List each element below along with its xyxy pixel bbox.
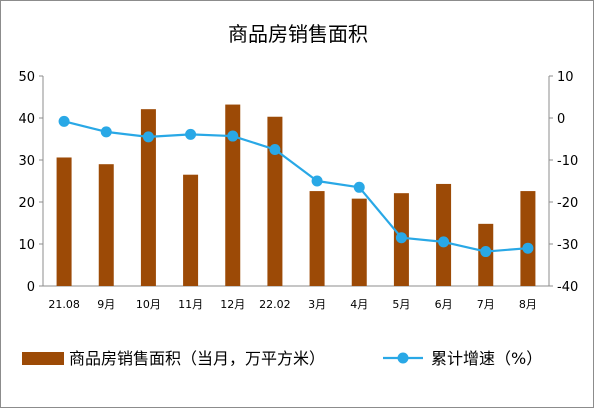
x-tick-label: 6月 xyxy=(435,298,453,311)
x-tick-label: 4月 xyxy=(350,298,368,311)
growth-point-11月 xyxy=(185,128,197,140)
legend-line-marker xyxy=(397,352,409,364)
growth-point-6月 xyxy=(438,236,450,248)
y-right-tick-label: -10 xyxy=(557,154,578,169)
x-tick-label: 22.02 xyxy=(259,298,291,311)
y-right-tick-label: -40 xyxy=(557,280,578,295)
growth-point-8月 xyxy=(522,242,534,254)
x-tick-label: 8月 xyxy=(519,298,537,311)
x-tick-label: 9月 xyxy=(97,298,115,311)
x-tick-label: 12月 xyxy=(220,298,245,311)
bar-6月 xyxy=(436,183,452,286)
x-tick-label: 21.08 xyxy=(48,298,80,311)
y-right-tick-label: -30 xyxy=(557,238,578,253)
bar-8月 xyxy=(520,191,536,286)
growth-point-5月 xyxy=(395,232,407,244)
legend-bar-swatch xyxy=(22,352,64,365)
y-left-tick-label: 50 xyxy=(18,70,35,85)
y-left-tick-label: 20 xyxy=(18,196,35,211)
growth-point-9月 xyxy=(100,126,112,138)
bar-21.08 xyxy=(56,157,72,286)
y-right-tick-label: -20 xyxy=(557,196,578,211)
growth-point-22.02 xyxy=(269,144,281,155)
y-left-tick-label: 40 xyxy=(18,112,35,127)
legend-bar-label: 商品房销售面积（当月，万平方米） xyxy=(69,349,325,368)
y-right-tick-label: 0 xyxy=(557,112,565,127)
growth-point-21.08 xyxy=(58,115,70,127)
bar-12月 xyxy=(225,104,241,286)
y-left-tick-label: 10 xyxy=(18,238,35,253)
growth-point-3月 xyxy=(311,175,323,187)
growth-point-10月 xyxy=(142,131,154,143)
bar-3月 xyxy=(309,191,325,286)
x-tick-label: 3月 xyxy=(308,298,326,311)
growth-point-7月 xyxy=(480,246,492,258)
x-tick-label: 10月 xyxy=(136,298,161,311)
x-tick-label: 11月 xyxy=(178,298,203,311)
growth-point-4月 xyxy=(353,181,365,193)
legend-line-label: 累计增速（%） xyxy=(431,349,542,368)
growth-point-12月 xyxy=(227,130,239,142)
bar-9月 xyxy=(98,164,114,286)
y-right-tick-label: 10 xyxy=(557,70,574,85)
bar-10月 xyxy=(140,109,156,287)
x-tick-label: 5月 xyxy=(392,298,410,311)
bar-22.02 xyxy=(267,116,283,287)
chart-title: 商品房销售面积 xyxy=(228,22,368,46)
y-left-tick-label: 30 xyxy=(18,154,35,169)
y-left-tick-label: 0 xyxy=(27,280,35,295)
bar-11月 xyxy=(183,174,199,286)
bar-4月 xyxy=(351,198,367,286)
growth-line xyxy=(63,120,529,253)
x-tick-label: 7月 xyxy=(477,298,495,311)
